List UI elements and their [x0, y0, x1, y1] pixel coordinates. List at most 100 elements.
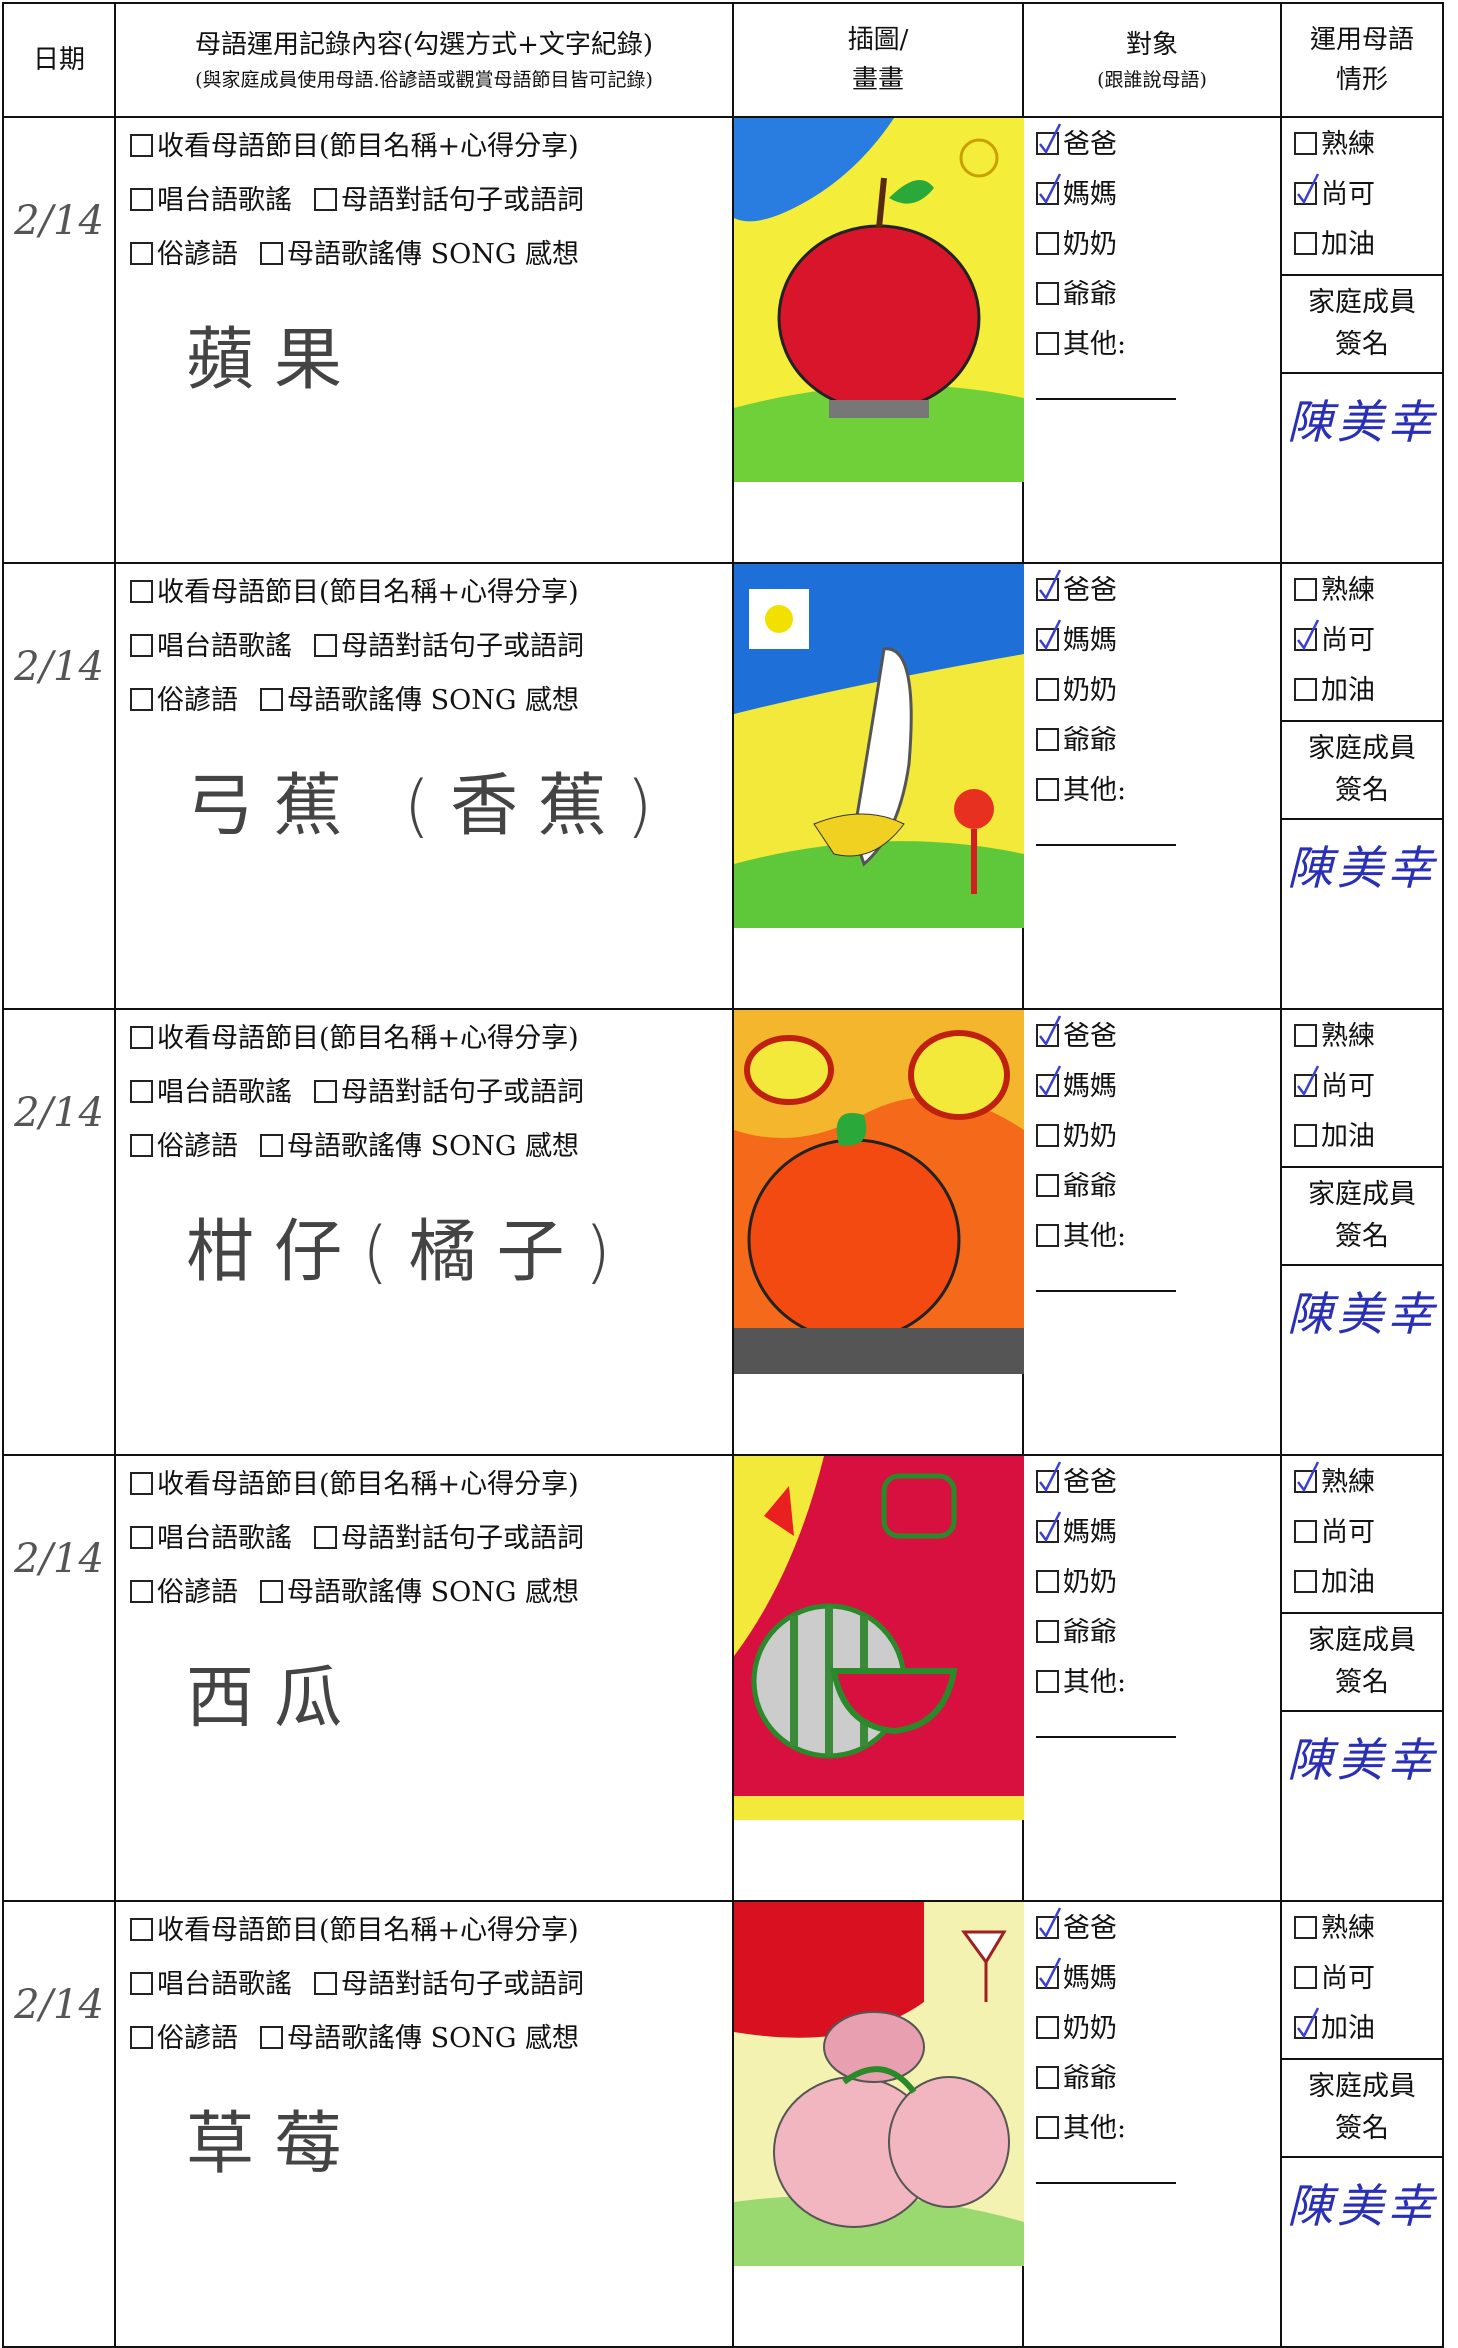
check-mark: [1039, 619, 1062, 650]
date-cell: 2/14: [2, 1900, 116, 2348]
option-label: 收看母語節目(節目名稱+心得分享): [157, 131, 579, 162]
picture-cell: [732, 1008, 1024, 1456]
usage-label: 尚可: [1321, 1071, 1375, 1102]
checkbox: [130, 1134, 153, 1157]
checkbox: [260, 242, 283, 265]
checkbox: [314, 1972, 337, 1995]
person-label: 媽媽: [1063, 1071, 1117, 1102]
content-cell: 收看母語節目(節目名稱+心得分享) 唱台語歌謠 母語對話句子或語詞 俗諺語 母語歌謠傳 …: [114, 1454, 734, 1902]
checkbox: [1036, 678, 1059, 701]
option: 收看母語節目(節目名稱+心得分享): [130, 1023, 579, 1054]
person-option: 媽媽: [1036, 170, 1280, 220]
check-mark: [1039, 1907, 1062, 1938]
checkbox: [1294, 1570, 1317, 1593]
person-option: 其他:: [1036, 1658, 1280, 1708]
option: 母語歌謠傳 SONG 感想: [260, 1577, 579, 1608]
usage-option: 加油: [1294, 666, 1442, 716]
check-mark: [1039, 1065, 1062, 1096]
option-label: 俗諺語: [157, 1131, 238, 1162]
option-line: 唱台語歌謠 母語對話句子或語詞: [116, 1956, 732, 2010]
option-label: 唱台語歌謠: [157, 1523, 292, 1554]
person-option: 爺爺: [1036, 1162, 1280, 1212]
signature: 陳美幸: [1287, 2179, 1437, 2233]
option-line: 唱台語歌謠 母語對話句子或語詞: [116, 1510, 732, 1564]
target-note: (跟誰說母語): [1097, 69, 1207, 91]
option: 收看母語節目(節目名稱+心得分享): [130, 131, 579, 162]
checkbox: [130, 1918, 153, 1941]
usage-option: 尚可: [1294, 1954, 1442, 2004]
person-label: 奶奶: [1063, 2013, 1117, 2044]
checkbox: [1036, 123, 1062, 155]
content-cell: 收看母語節目(節目名稱+心得分享) 唱台語歌謠 母語對話句子或語詞 俗諺語 母語歌謠傳 …: [114, 1008, 734, 1456]
checkbox: [1294, 232, 1317, 255]
checkbox: [130, 1580, 153, 1603]
usage-list: 熟練 尚可 加油: [1282, 1010, 1442, 1162]
person-option: 爸爸: [1036, 120, 1280, 170]
usage-option: 尚可: [1294, 170, 1442, 220]
checkbox: [1294, 1024, 1317, 1047]
record-row: 2/14 收看母語節目(節目名稱+心得分享) 唱台語歌謠 母語對話句子或語詞 俗諺語 母語…: [2, 116, 1444, 564]
header-row: 日期 母語運用記錄內容(勾選方式+文字紀錄) (與家庭成員使用母語.俗諺語或觀賞母…: [2, 2, 1444, 118]
usage-cell: 熟練 尚可 加油 家庭成員簽名 陳美幸: [1280, 1454, 1444, 1902]
checkbox: [1036, 2116, 1059, 2139]
content-cell: 收看母語節目(節目名稱+心得分享) 唱台語歌謠 母語對話句子或語詞俗諺語 母語歌謠傳 …: [114, 562, 734, 1010]
usage-option: 尚可: [1294, 1508, 1442, 1558]
usage-cell: 熟練 尚可 加油 家庭成員簽名 陳美幸: [1280, 1008, 1444, 1456]
person-option: 媽媽: [1036, 616, 1280, 666]
check-mark: [1297, 619, 1320, 650]
date-cell: 2/14: [2, 1008, 116, 1456]
handwritten-entry: 蘋果: [186, 321, 363, 400]
option-line: 俗諺語 母語歌謠傳 SONG 感想: [116, 1118, 732, 1172]
checkbox: [1294, 132, 1317, 155]
record-rows: 2/14 收看母語節目(節目名稱+心得分享) 唱台語歌謠 母語對話句子或語詞 俗諺語 母語…: [2, 116, 1444, 2348]
checkbox: [1036, 282, 1059, 305]
usage-cell: 熟練 尚可 加油 家庭成員簽名 陳美幸: [1280, 1900, 1444, 2348]
person-option: 奶奶: [1036, 220, 1280, 270]
check-mark: [1297, 1461, 1320, 1492]
option-label: 母語對話句子或語詞: [341, 1077, 584, 1108]
checkbox: [130, 634, 153, 657]
checkbox: [1294, 1520, 1317, 1543]
option-line: 收看母語節目(節目名稱+心得分享): [116, 564, 732, 618]
option-label: 俗諺語: [157, 685, 238, 716]
picture-header: 插圖/畫畫: [732, 2, 1024, 118]
checkbox: [130, 1026, 153, 1049]
checkbox: [260, 1580, 283, 1603]
checkbox: [130, 1080, 153, 1103]
person-label: 其他:: [1063, 2113, 1127, 2144]
check-mark: [1039, 569, 1062, 600]
person-label: 爺爺: [1063, 725, 1117, 756]
other-line: [1036, 398, 1176, 400]
content-note: (與家庭成員使用母語.俗諺語或觀賞母語節目皆可記錄): [195, 69, 653, 91]
target-cell: 爸爸 媽媽 奶奶 爺爺 其他:: [1022, 116, 1282, 564]
check-mark: [1297, 1065, 1320, 1096]
option: 收看母語節目(節目名稱+心得分享): [130, 1469, 579, 1500]
checkbox: [130, 580, 153, 603]
checkbox: [130, 134, 153, 157]
sign-label: 家庭成員簽名: [1282, 274, 1442, 374]
usage-list: 熟練 尚可 加油: [1282, 1456, 1442, 1608]
checkbox: [1036, 1124, 1059, 1147]
check-mark: [1039, 1511, 1062, 1542]
option: 唱台語歌謠: [130, 185, 292, 216]
person-option: 爺爺: [1036, 270, 1280, 320]
option-label: 唱台語歌謠: [157, 631, 292, 662]
handwritten-entry: 弓蕉 (香蕉): [186, 767, 673, 846]
option: 唱台語歌謠: [130, 1969, 292, 2000]
checkbox: [1036, 569, 1062, 601]
other-line: [1036, 1290, 1176, 1292]
usage-label: 加油: [1321, 675, 1375, 706]
usage-label: 加油: [1321, 1121, 1375, 1152]
illustration: [734, 1902, 1024, 2266]
option: 母語歌謠傳 SONG 感想: [260, 685, 579, 716]
checkbox: [1036, 1065, 1062, 1097]
option-label: 收看母語節目(節目名稱+心得分享): [157, 1023, 579, 1054]
target-cell: 爸爸 媽媽 奶奶 爺爺 其他:: [1022, 1008, 1282, 1456]
person-label: 媽媽: [1063, 625, 1117, 656]
usage-label: 尚可: [1321, 1517, 1375, 1548]
usage-option: 加油: [1294, 220, 1442, 270]
option-label: 唱台語歌謠: [157, 185, 292, 216]
option-line: 唱台語歌謠 母語對話句子或語詞: [116, 618, 732, 672]
usage-option: 加油: [1294, 1558, 1442, 1608]
